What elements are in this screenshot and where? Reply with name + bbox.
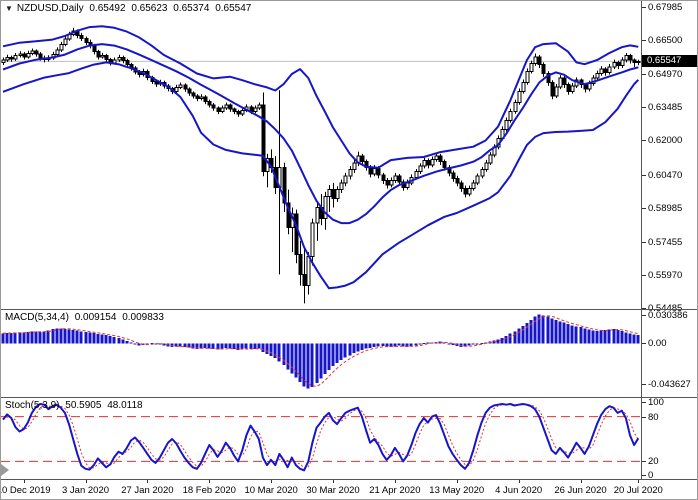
- stoch-d-line: [2, 403, 639, 469]
- stoch-label: Stoch(5,3,9): [5, 400, 60, 411]
- quote-low: 0.65374: [173, 3, 210, 14]
- macd-panel[interactable]: MACD(5,34,4) 0.009154 0.009833: [1, 309, 641, 397]
- price-axis[interactable]: 0.65547 0.67985 0.66500 0.64970 0.63485 0.62…: [642, 1, 697, 314]
- price-tick-label: 0.54485: [648, 303, 683, 315]
- price-tick-label: 0.64970: [648, 69, 683, 81]
- date-label: 30 Mar 2020: [306, 485, 360, 496]
- chart-symbol-label: NZDUSD,Daily: [16, 3, 84, 14]
- price-tick-label: 0.60470: [648, 169, 683, 181]
- stoch-axis[interactable]: 100 80 20 0: [642, 397, 697, 481]
- date-label: 4 Jun 2020: [495, 485, 543, 496]
- value-axis-column[interactable]: 0.65547 0.67985 0.66500 0.64970 0.63485 0.62…: [641, 1, 697, 481]
- date-label: 10 Mar 2020: [244, 485, 298, 496]
- price-tick: [642, 40, 646, 41]
- stoch-d-value: 48.0118: [107, 400, 143, 411]
- price-tick-label: 0.62000: [648, 135, 683, 147]
- chart-dropdown-icon[interactable]: ▼: [5, 4, 13, 13]
- time-tick: [457, 480, 458, 483]
- price-tick-label: 0.58985: [648, 202, 683, 214]
- price-tick-label: 0.55970: [648, 270, 683, 282]
- price-tick: [642, 208, 646, 209]
- panel-resize-marker-icon: [1, 464, 9, 476]
- stoch-tick: [642, 475, 646, 476]
- price-tick: [642, 175, 646, 176]
- stoch-tick-label: 20: [648, 456, 659, 468]
- stoch-tick: [642, 461, 646, 462]
- macd-tick: [642, 384, 646, 385]
- stoch-k-value: 50.5905: [65, 400, 102, 411]
- date-label: 10 Dec 2019: [0, 485, 51, 496]
- macd-tick-label: 0.030386: [648, 310, 688, 322]
- quote-high: 0.65623: [131, 3, 168, 14]
- time-axis[interactable]: 10 Dec 2019 3 Jan 2020 27 Jan 2020 18 Feb 2…: [0, 479, 697, 499]
- date-label: 20 Jul 2020: [613, 485, 663, 496]
- price-tick: [642, 7, 646, 8]
- stoch-plot: [1, 403, 641, 472]
- time-tick: [638, 480, 639, 483]
- date-label: 3 Jan 2020: [61, 485, 110, 496]
- macd-label: MACD(5,34,4): [5, 312, 69, 323]
- bollinger-upper-line: [2, 25, 639, 169]
- time-tick: [147, 480, 148, 483]
- date-label: 27 Jan 2020: [121, 485, 174, 496]
- stoch-tick-label: 80: [648, 411, 659, 423]
- time-tick: [519, 480, 520, 483]
- macd-plot: [1, 314, 640, 389]
- price-tick: [642, 74, 646, 75]
- date-label: 18 Feb 2020: [182, 485, 236, 496]
- date-label: 13 May 2020: [429, 485, 485, 496]
- price-tick: [642, 140, 646, 141]
- time-tick: [24, 480, 25, 483]
- price-tick: [642, 275, 646, 276]
- stoch-tick: [642, 417, 646, 418]
- bollinger-lower-line: [2, 61, 640, 290]
- macd-tick-label: -0.043627: [648, 378, 691, 390]
- stoch-tick-label: 100: [648, 397, 664, 408]
- stoch-header: Stoch(5,3,9) 50.5905 48.0118: [5, 400, 146, 411]
- date-label: 26 Jun 2020: [554, 485, 607, 496]
- time-tick: [395, 480, 396, 483]
- price-tick-label: 0.66500: [648, 35, 683, 47]
- price-tick: [642, 107, 646, 108]
- quote-close: 0.65547: [215, 3, 252, 14]
- main-chart-panel[interactable]: ▼ NZDUSD,Daily 0.65492 0.65623 0.65374 0.…: [1, 1, 641, 309]
- stoch-k-line: [2, 403, 640, 472]
- time-tick: [209, 480, 210, 483]
- price-plot: [1, 25, 641, 304]
- macd-axis[interactable]: 0.030386 0.00 -0.043627: [642, 309, 697, 397]
- macd-signal-value: 0.009833: [122, 312, 164, 323]
- chart-header: ▼ NZDUSD,Daily 0.65492 0.65623 0.65374 0.…: [5, 3, 254, 14]
- macd-tick-label: 0.00: [648, 338, 667, 350]
- time-tick: [333, 480, 334, 483]
- stoch-tick: [642, 402, 646, 403]
- quote-open: 0.65492: [89, 3, 126, 14]
- bollinger-middle-line: [2, 43, 639, 225]
- time-tick: [86, 480, 87, 483]
- macd-signal-line: [2, 315, 639, 387]
- macd-tick: [642, 343, 646, 344]
- time-tick: [271, 480, 272, 483]
- price-tick-label: 0.57455: [648, 236, 683, 248]
- current-price-label: 0.65547: [642, 55, 697, 67]
- time-tick: [581, 480, 582, 483]
- price-tick: [642, 308, 646, 309]
- macd-header: MACD(5,34,4) 0.009154 0.009833: [5, 312, 167, 323]
- price-tick-label: 0.63485: [648, 102, 683, 114]
- stoch-tick-label: 0: [648, 470, 654, 481]
- price-tick-label: 0.67985: [648, 1, 683, 13]
- date-label: 21 Apr 2020: [369, 485, 421, 496]
- price-tick: [642, 242, 646, 243]
- macd-tick: [642, 315, 646, 316]
- stochastic-panel[interactable]: Stoch(5,3,9) 50.5905 48.0118: [1, 397, 641, 479]
- macd-value: 0.009154: [74, 312, 117, 323]
